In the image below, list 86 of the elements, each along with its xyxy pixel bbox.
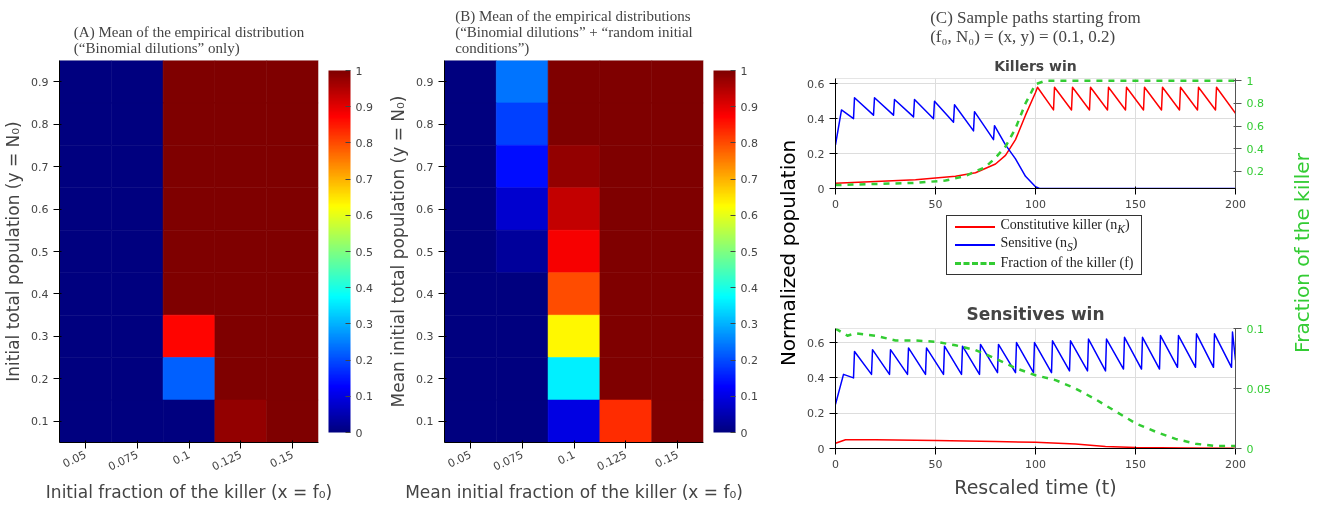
chart-title: (A) Mean of the empirical distribution (“Binomial dilutions” only) [73,23,305,57]
chart-title: Sensitives win [966,303,1105,324]
y-tick-label: 0.9 [31,75,49,89]
chart-subtitle: Killers win [994,57,1077,74]
y-tick-label: 0.8 [416,118,434,132]
x-tick-label: 0.1 [555,448,578,468]
legend-label: Fraction of the killer (f) [1000,254,1134,272]
color-bar-label: 0.3 [355,317,373,331]
y-tick-label: 0 [817,182,825,196]
x-tick-label: 100 [1025,457,1046,471]
y-tick-label: 0.2 [31,372,49,386]
y-tick-label: 0.2 [807,407,825,421]
color-bar-label: 0.2 [355,354,373,368]
y-tick-label: 0.4 [807,371,825,385]
x-tick-label: 50 [928,457,943,471]
y2-tick-label: 0.2 [1246,165,1264,179]
y-tick-label: 0.5 [416,245,434,259]
y-tick-label: 0.9 [416,75,434,89]
x-axis-title: Mean initial fraction of the killer (x = f₀) [405,482,743,503]
y-tick-label: 0.4 [416,287,434,301]
y-tick-label: 0.6 [807,77,825,91]
color-bar-label: 0 [355,426,363,440]
color-bar-label: 0.1 [355,390,373,404]
y2-tick-label: 0.6 [1246,120,1264,134]
x-tick-label: 0.15 [652,448,681,471]
y-axis-title: Initial total population (y = N₀) [3,121,24,382]
x-tick-label: 0.15 [267,448,296,471]
color-bar-label: 0.5 [355,245,373,259]
y-tick-label: 0.6 [416,203,434,217]
x-tick-label: 200 [1225,197,1246,211]
y2-tick-label: 0.05 [1246,382,1271,396]
x-tick-label: 200 [1225,457,1246,471]
legend-label: Constitutive killer (n$_{K}$) [1000,217,1130,237]
chart-title: (C) Sample paths starting from (f₀, N₀) = (x, y) = (0.1, 0.2) [930,7,1141,46]
y-axis-title: Mean initial total population (y = N₀) [388,95,409,408]
y2-axis-title: Fraction of the killer [1289,152,1314,353]
x-tick-label: 0 [832,197,839,211]
color-bar-label: 0.5 [740,245,758,259]
y-tick-label: 0.4 [807,112,825,126]
y-tick-label: 0.4 [31,287,49,301]
color-bar-label: 0.7 [740,173,758,187]
x-axis-title: Initial fraction of the killer (x = f₀) [45,482,333,503]
y2-tick-label: 0.8 [1246,97,1264,111]
legend-label: Sensitive (n$_{S}$) [1000,234,1078,256]
y-axis-title: Normalized population [775,139,800,367]
color-bar-label: 0.8 [355,136,373,150]
y-tick-label: 0.6 [31,203,49,217]
color-bar-label: 0.8 [740,136,758,150]
color-bar-label: 0 [740,426,748,440]
y-tick-label: 0.7 [416,160,434,174]
y-tick-label: 0.2 [807,147,825,161]
y-tick-label: 0.5 [31,245,49,259]
color-bar-label: 0.3 [740,317,758,331]
x-tick-label: 0 [832,457,839,471]
chart-title: (B) Mean of the empirical distributions (“Binomial dilutions” + “random initial conditions”) [455,7,693,57]
y-tick-label: 0.1 [31,415,49,429]
y-tick-label: 0.2 [416,372,434,386]
y-tick-label: 0.1 [416,415,434,429]
color-bar-label: 0.7 [355,173,373,187]
x-axis-title: Rescaled time (t) [954,475,1117,498]
y-tick-label: 0.7 [31,160,49,174]
y-tick-label: 0.3 [416,330,434,344]
color-bar-label: 1 [355,64,363,78]
y-tick-label: 0.8 [31,118,49,132]
x-tick-label: 0.05 [445,448,474,471]
color-bar-label: 0.6 [740,209,758,223]
y-tick-label: 0.3 [31,330,49,344]
x-tick-label: 0.05 [60,448,89,471]
x-tick-label: 50 [928,197,943,211]
color-bar-label: 0.9 [740,100,758,114]
x-tick-label: 100 [1025,197,1046,211]
y2-tick-label: 0.1 [1246,322,1264,336]
color-bar-label: 0.6 [355,209,373,223]
x-tick-label: 150 [1125,457,1146,471]
x-tick-label: 150 [1125,197,1146,211]
color-bar-label: 0.4 [740,281,758,295]
color-bar-label: 0.9 [355,100,373,114]
color-bar-label: 0.2 [740,354,758,368]
line-series [835,331,1236,406]
y2-tick-label: 0.4 [1246,142,1264,156]
y-tick-label: 0.6 [807,336,825,350]
y2-tick-label: 1 [1246,74,1254,88]
x-tick-label: 0.1 [170,448,193,468]
color-bar-label: 0.1 [740,390,758,404]
color-bar-label: 1 [740,64,748,78]
color-bar-label: 0.4 [355,281,373,295]
